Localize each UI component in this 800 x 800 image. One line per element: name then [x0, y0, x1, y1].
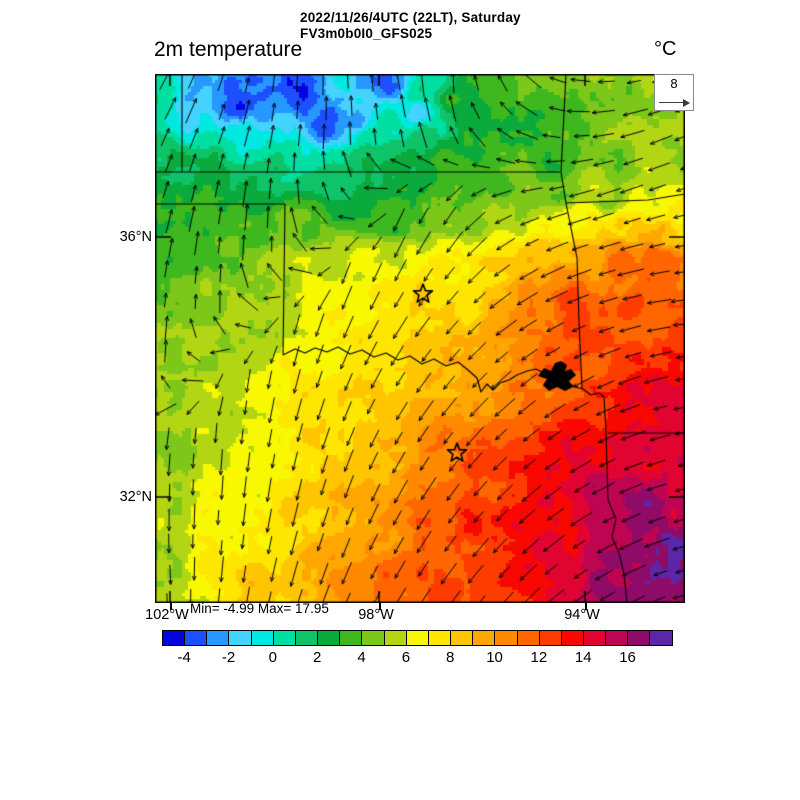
colorbar-cell [383, 630, 407, 646]
wind-reference-arrow-icon [659, 102, 685, 103]
colorbar-cell [560, 630, 584, 646]
longitude-axis-tick [585, 603, 587, 610]
colorbar-cell [206, 630, 230, 646]
colorbar-cell [317, 630, 341, 646]
colorbar-cell [339, 630, 363, 646]
datetime-title: 2022/11/26/4UTC (22LT), Saturday [300, 10, 521, 25]
colorbar-cell [272, 630, 296, 646]
colorbar-tick-label: 8 [446, 649, 455, 666]
longitude-tick-label: 98°W [358, 607, 394, 623]
colorbar-cell [250, 630, 274, 646]
wind-reference-value: 8 [670, 76, 678, 91]
colorbar [162, 630, 673, 646]
colorbar-cell [162, 630, 186, 646]
colorbar-tick-label: 16 [619, 649, 636, 666]
plot-title: 2m temperature [154, 38, 303, 61]
colorbar-cell [405, 630, 429, 646]
colorbar-cell [472, 630, 496, 646]
longitude-tick-label: 94°W [564, 607, 600, 623]
colorbar-tick-label: 6 [401, 649, 411, 666]
colorbar-cell [649, 630, 673, 646]
colorbar-cell [605, 630, 629, 646]
longitude-axis-tick [379, 603, 381, 610]
colorbar-cell [450, 630, 474, 646]
colorbar-cell [228, 630, 252, 646]
colorbar-tick-label: -2 [221, 649, 236, 666]
colorbar-cell [627, 630, 651, 646]
colorbar-tick-label: 14 [574, 649, 592, 666]
colorbar-cell [582, 630, 607, 646]
minmax-stats: Min= -4.99 Max= 17.95 [190, 601, 329, 616]
colorbar-tick-label: 10 [486, 649, 503, 666]
colorbar-tick-label: 4 [357, 649, 366, 666]
colorbar-tick-label: 12 [530, 649, 548, 666]
colorbar-cell [427, 630, 452, 646]
colorbar-cell [184, 630, 208, 646]
colorbar-tick-label: -4 [177, 649, 191, 666]
colorbar-cell [538, 630, 562, 646]
colorbar-cell [516, 630, 540, 646]
longitude-tick-label: 102°W [145, 607, 189, 623]
temperature-map-canvas [155, 74, 685, 603]
wind-reference-legend: 8 [654, 74, 694, 111]
wind-reference-arrowhead-icon [683, 98, 690, 107]
latitude-tick-label: 36°N [119, 229, 152, 245]
colorbar-tick-label: 2 [313, 649, 322, 666]
colorbar-tick-label: 0 [268, 649, 278, 666]
unit-label: °C [654, 38, 677, 60]
latitude-tick-label: 32°N [119, 489, 152, 505]
longitude-axis-tick [170, 603, 172, 610]
model-title: FV3m0b0I0_GFS025 [300, 26, 433, 41]
colorbar-cell [494, 630, 518, 646]
colorbar-cell [294, 630, 319, 646]
colorbar-cell [361, 630, 385, 646]
